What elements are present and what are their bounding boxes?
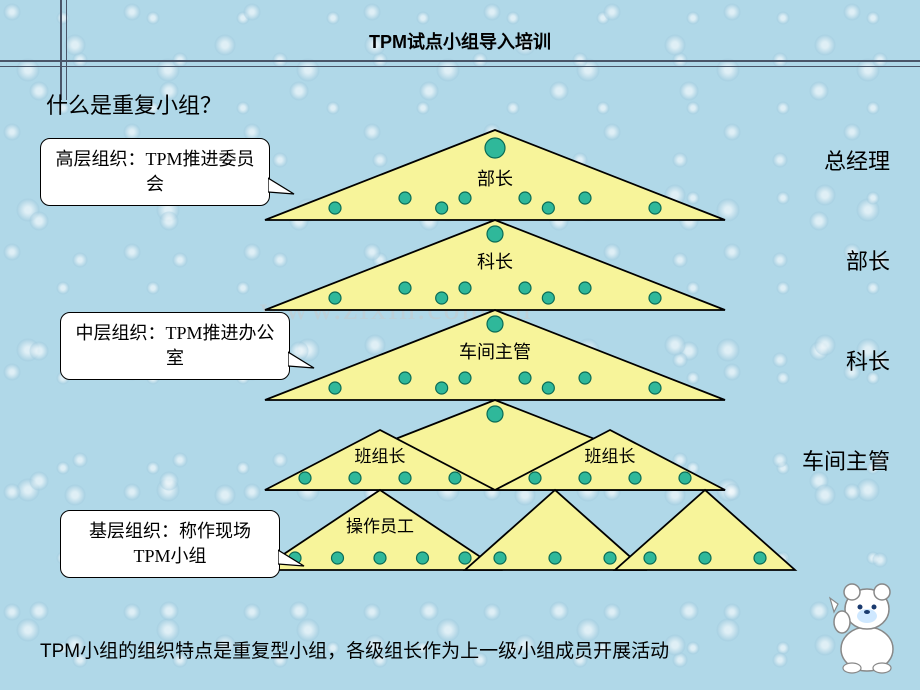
level-label-0: 总经理 <box>824 144 890 176</box>
level-label-3: 车间主管 <box>802 444 890 476</box>
svg-text:部长: 部长 <box>477 169 513 189</box>
svg-text:科长: 科长 <box>477 252 513 272</box>
svg-text:车间主管: 车间主管 <box>459 342 531 362</box>
mascot-bear-icon <box>812 554 912 674</box>
callout-2: 基层组织：称作现场TPM小组 <box>60 510 280 578</box>
level-label-2: 科长 <box>846 344 890 376</box>
svg-text:班组长: 班组长 <box>355 447 406 466</box>
level-label-1: 部长 <box>846 244 890 276</box>
callout-0: 高层组织：TPM推进委员会 <box>40 138 270 206</box>
svg-text:操作员工: 操作员工 <box>346 517 414 536</box>
callout-tail-2 <box>278 546 308 575</box>
callout-tail-1 <box>288 348 318 377</box>
bottom-caption: TPM小组的组织特点是重复型小组，各级组长作为上一级小组成员开展活动 <box>40 639 680 666</box>
callout-1: 中层组织：TPM推进办公室 <box>60 312 290 380</box>
svg-text:班组长: 班组长 <box>585 447 636 466</box>
callout-tail-0 <box>268 174 298 203</box>
